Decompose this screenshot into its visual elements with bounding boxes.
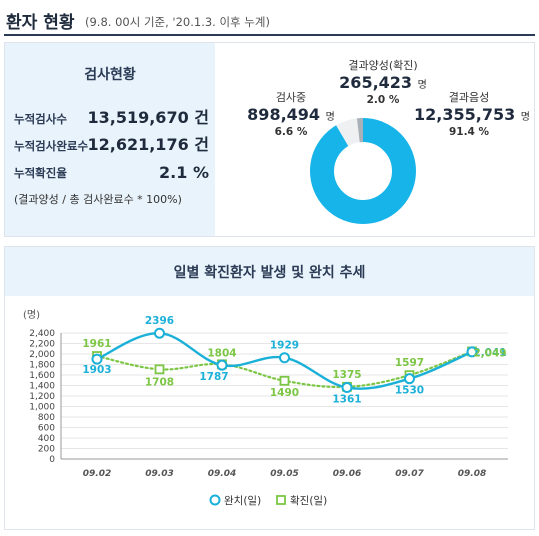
donut-label-name: 결과음성	[448, 91, 490, 104]
legend-marker-recovered	[209, 494, 221, 506]
donut-label-unit: 명	[325, 112, 335, 123]
point-recovered	[91, 353, 103, 365]
x-tick-label: 09.02	[83, 469, 111, 479]
page-title: 환자 현황	[6, 13, 75, 33]
y-tick-label: 2,400	[29, 329, 55, 339]
data-label-recovered: 2396	[145, 315, 174, 327]
data-label-confirmed: 1708	[145, 376, 174, 388]
y-tick-label: 1,200	[29, 392, 55, 402]
legend-marker-confirmed	[276, 495, 286, 505]
data-label-recovered: 1530	[395, 385, 424, 397]
summary-row-total-tests: 누적검사수 13,519,670 건	[14, 106, 209, 128]
data-label-recovered: 1929	[270, 340, 299, 352]
y-tick-label: 0	[49, 455, 55, 465]
summary-label: 누적확진율	[14, 166, 67, 180]
summary-label: 누적검사완료수	[14, 139, 89, 153]
legend-label-recovered: 완치(일)	[224, 494, 261, 507]
point-confirmed	[154, 364, 165, 375]
donut-label-percent: 6.6 %	[274, 126, 308, 138]
y-tick-label: 600	[38, 424, 55, 434]
x-tick-label: 09.07	[395, 469, 424, 479]
point-recovered	[404, 373, 415, 385]
page-subtitle: (9.8. 00시 기준, '20.1.3. 이후 누계)	[85, 15, 270, 29]
donut-slice-positive	[310, 118, 416, 224]
chart-title-bar: 일별 확진환자 발생 및 완치 추세	[5, 247, 534, 296]
x-tick-label: 09.04	[208, 469, 236, 479]
donut-label-name: 검사중	[275, 91, 307, 104]
x-tick-label: 09.05	[270, 469, 298, 479]
donut-label-name: 결과양성(확진)	[348, 59, 418, 72]
donut-label-unit: 명	[417, 80, 427, 91]
donut-label-value: 265,423	[339, 73, 413, 92]
donut-label-unit: 명	[520, 112, 530, 123]
point-recovered	[466, 346, 478, 358]
point-confirmed	[279, 375, 290, 386]
donut-label-value: 12,355,753	[414, 105, 516, 124]
y-tick-label: 800	[38, 413, 55, 423]
y-tick-label: 1,000	[29, 403, 55, 413]
data-label-recovered: 1903	[82, 364, 111, 376]
legend-label-confirmed: 확진(일)	[290, 494, 327, 507]
positive-rate-formula-note: (결과양성 / 총 검사완료수 * 100%)	[14, 193, 182, 206]
y-tick-label: 2,200	[29, 340, 55, 350]
point-recovered	[279, 352, 290, 364]
donut-label-positive: 결과양성(확진) 265,423 명 2.0 %	[337, 57, 429, 106]
chart-title: 일별 확진환자 발생 및 완치 추세	[173, 265, 366, 281]
test-summary-box: 검사현황 누적검사수 13,519,670 건 누적검사완료수 12,621,1…	[5, 43, 215, 236]
donut-slice-negative	[310, 118, 416, 224]
data-label-confirmed: 1597	[395, 357, 424, 369]
data-label-confirmed: 2,049	[473, 347, 506, 359]
data-label-recovered: 1787	[199, 371, 228, 383]
summary-value: 13,519,670 건	[87, 108, 209, 127]
data-label-confirmed: 1375	[332, 369, 361, 381]
x-tick-label: 09.08	[458, 469, 486, 479]
point-recovered	[154, 327, 165, 339]
y-tick-label: 2,000	[29, 350, 55, 360]
data-label-recovered: 2,041	[473, 347, 506, 359]
test-result-donut-area: 결과양성(확진) 265,423 명 2.0 % 검사중 898,494 명 6…	[219, 43, 535, 236]
summary-row-completed-tests: 누적검사완료수 12,621,176 건	[14, 133, 209, 155]
x-tick-label: 09.06	[333, 469, 361, 479]
daily-trend-line-chart: (명) 02004006008001,0001,2001,4001,6001,80…	[23, 309, 508, 507]
summary-row-positive-rate: 누적확진율 2.1 %	[14, 160, 209, 182]
data-label-confirmed: 1490	[270, 387, 299, 399]
y-tick-label: 400	[38, 434, 55, 444]
y-tick-label: 1,400	[29, 382, 55, 392]
data-label-confirmed: 1804	[207, 347, 236, 359]
summary-label: 누적검사수	[14, 112, 67, 126]
donut-label-testing: 검사중 898,494 명 6.6 %	[247, 89, 335, 138]
donut-label-negative: 결과음성 12,355,753 명 91.4 %	[414, 89, 530, 138]
point-recovered	[216, 359, 228, 371]
y-tick-label: 200	[38, 445, 55, 455]
donut-label-percent: 91.4 %	[448, 126, 490, 138]
donut-label-value: 898,494	[247, 105, 321, 124]
y-tick-label: 1,600	[29, 371, 55, 381]
summary-value: 12,621,176 건	[87, 135, 209, 154]
data-label-confirmed: 1961	[82, 338, 111, 350]
page-header: 환자 현황 (9.8. 00시 기준, '20.1.3. 이후 누계)	[4, 6, 535, 36]
data-label-recovered: 1361	[332, 394, 361, 406]
test-summary-title: 검사현황	[84, 67, 136, 83]
summary-value: 2.1 %	[159, 163, 209, 182]
y-axis-label: (명)	[23, 309, 40, 321]
test-result-donut-chart	[310, 118, 416, 224]
y-tick-label: 1,800	[29, 361, 55, 371]
test-status-panel: 검사현황 누적검사수 13,519,670 건 누적검사완료수 12,621,1…	[4, 42, 535, 237]
donut-label-percent: 2.0 %	[366, 94, 400, 106]
daily-trend-panel: 일별 확진환자 발생 및 완치 추세 (명) 0 200 400 600 800 1,000…	[4, 246, 535, 530]
x-tick-label: 09.03	[145, 469, 173, 479]
point-recovered	[341, 382, 353, 394]
